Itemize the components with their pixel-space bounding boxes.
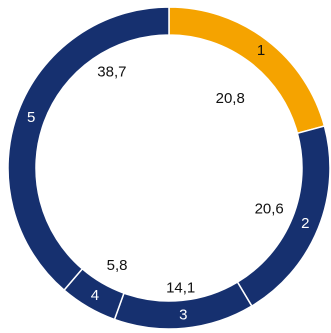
- slice-1: [168, 6, 326, 135]
- value-label-4: 5,8: [107, 257, 128, 274]
- category-label-5: 5: [27, 109, 35, 126]
- slice-5: [7, 6, 170, 292]
- category-label-3: 3: [179, 306, 187, 323]
- value-label-5: 38,7: [97, 64, 126, 81]
- category-label-4: 4: [91, 287, 99, 304]
- value-label-1: 20,8: [216, 90, 245, 107]
- slices-layer: [7, 6, 331, 330]
- value-label-3: 14,1: [166, 279, 195, 296]
- value-labels-layer: 20,8 20,6 14,1 5,8 38,7: [97, 64, 283, 297]
- value-label-2: 20,6: [255, 200, 284, 217]
- category-label-1: 1: [257, 42, 265, 59]
- ring-labels-layer: 1 2 3 4 5: [27, 42, 310, 323]
- category-label-2: 2: [301, 215, 309, 232]
